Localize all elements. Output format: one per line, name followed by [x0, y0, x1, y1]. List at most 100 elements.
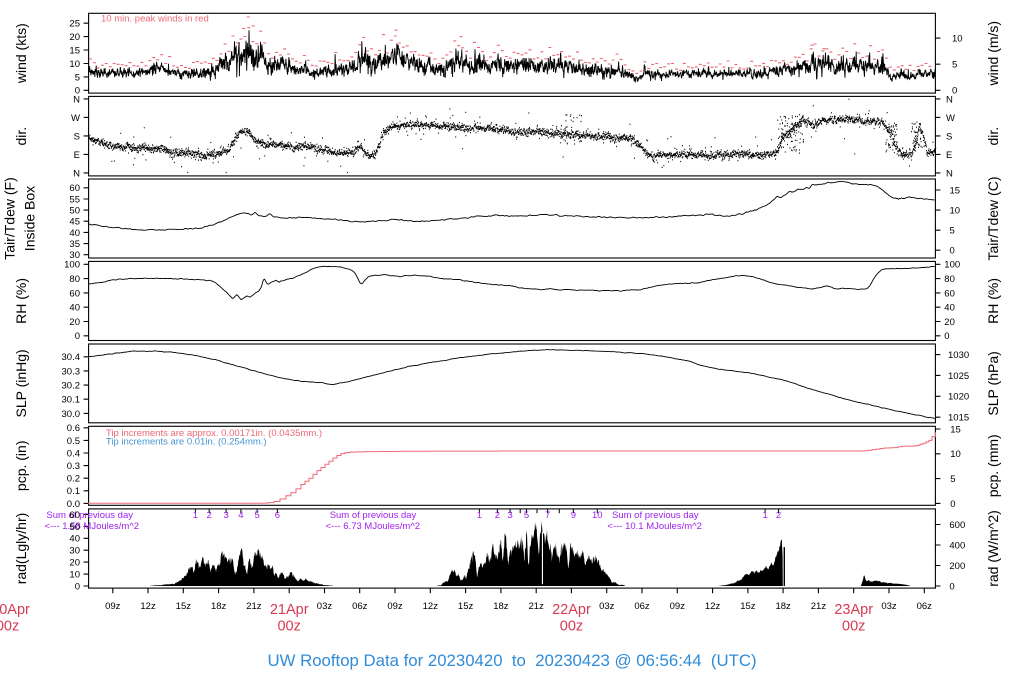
- svg-text:15z: 15z: [458, 601, 474, 612]
- svg-text:10: 10: [950, 206, 961, 217]
- svg-text:06z: 06z: [634, 601, 650, 612]
- svg-text:rad (W/m^2): rad (W/m^2): [985, 510, 1001, 587]
- svg-text:S: S: [946, 131, 952, 142]
- svg-text:0.2: 0.2: [67, 474, 80, 485]
- svg-text:1020: 1020: [948, 392, 969, 403]
- svg-text:wind (m/s): wind (m/s): [985, 21, 1001, 87]
- svg-text:Sum of previous day: Sum of previous day: [330, 510, 417, 521]
- svg-text:RH (%): RH (%): [13, 278, 29, 324]
- svg-text:W: W: [946, 113, 955, 124]
- svg-text:21z: 21z: [811, 601, 827, 612]
- svg-text:Tair/Tdew (C): Tair/Tdew (C): [985, 176, 1001, 260]
- svg-text:30.4: 30.4: [62, 352, 81, 363]
- svg-text:60: 60: [944, 288, 955, 299]
- svg-text:00z: 00z: [0, 619, 19, 635]
- svg-text:1025: 1025: [948, 371, 969, 382]
- svg-text:dir.: dir.: [13, 127, 29, 146]
- svg-text:30: 30: [69, 250, 80, 261]
- svg-text:20: 20: [69, 317, 80, 328]
- svg-text:55: 55: [69, 194, 80, 205]
- svg-text:<--- 6.73 MJoules/m^2: <--- 6.73 MJoules/m^2: [326, 521, 420, 532]
- svg-text:30.1: 30.1: [62, 395, 81, 406]
- svg-text:03z: 03z: [881, 601, 897, 612]
- svg-text:20: 20: [944, 317, 955, 328]
- svg-text:25: 25: [69, 19, 80, 30]
- svg-text:10: 10: [69, 59, 80, 70]
- svg-text:2: 2: [495, 510, 500, 521]
- svg-text:60: 60: [69, 288, 80, 299]
- svg-text:30.2: 30.2: [62, 381, 81, 392]
- svg-text:09z: 09z: [670, 601, 686, 612]
- svg-text:50: 50: [69, 206, 80, 217]
- svg-text:21z: 21z: [246, 601, 262, 612]
- svg-text:45: 45: [69, 217, 80, 228]
- svg-text:5: 5: [950, 226, 955, 237]
- svg-text:0.1: 0.1: [67, 486, 80, 497]
- svg-text:12z: 12z: [705, 601, 721, 612]
- svg-text:3: 3: [223, 510, 228, 521]
- svg-text:0.0: 0.0: [67, 499, 80, 510]
- svg-text:23Apr: 23Apr: [834, 602, 873, 618]
- svg-text:5: 5: [952, 60, 957, 71]
- svg-text:600: 600: [949, 520, 965, 531]
- svg-text:5: 5: [524, 510, 529, 521]
- svg-text:18z: 18z: [775, 601, 791, 612]
- svg-text:50: 50: [69, 522, 80, 533]
- svg-text:0: 0: [75, 331, 80, 342]
- svg-text:30.3: 30.3: [62, 366, 81, 377]
- svg-text:09z: 09z: [105, 601, 121, 612]
- svg-text:12z: 12z: [140, 601, 156, 612]
- svg-text:0.5: 0.5: [67, 436, 80, 447]
- svg-text:18z: 18z: [493, 601, 509, 612]
- svg-text:Tip increments are 0.01in. (0.: Tip increments are 0.01in. (0.254mm.): [106, 436, 267, 447]
- svg-text:30.0: 30.0: [62, 409, 81, 420]
- svg-text:pcp. (in): pcp. (in): [13, 441, 29, 492]
- svg-text:S: S: [74, 131, 80, 142]
- svg-text:80: 80: [944, 274, 955, 285]
- svg-text:Tair/Tdew (F): Tair/Tdew (F): [2, 177, 18, 259]
- svg-text:5: 5: [254, 510, 259, 521]
- svg-text:N: N: [946, 168, 953, 179]
- svg-text:1015: 1015: [948, 413, 969, 424]
- svg-text:0.6: 0.6: [67, 423, 80, 434]
- svg-text:Tip increments are approx. 0.0: Tip increments are approx. 0.00171in. (0…: [106, 428, 322, 439]
- svg-text:dir.: dir.: [985, 127, 1001, 146]
- svg-text:1030: 1030: [948, 350, 969, 361]
- svg-text:06z: 06z: [917, 601, 933, 612]
- svg-text:40: 40: [944, 303, 955, 314]
- svg-text:2: 2: [776, 510, 781, 521]
- svg-text:wind (kts): wind (kts): [13, 23, 29, 84]
- svg-text:100: 100: [64, 260, 80, 271]
- svg-text:rad(Lgly/hr): rad(Lgly/hr): [13, 513, 29, 585]
- svg-text:SLP (hPa): SLP (hPa): [985, 351, 1001, 415]
- svg-text:15z: 15z: [176, 601, 192, 612]
- svg-text:10: 10: [69, 570, 80, 581]
- svg-text:15: 15: [69, 45, 80, 56]
- svg-text:06z: 06z: [352, 601, 368, 612]
- svg-text:RH (%): RH (%): [985, 278, 1001, 324]
- svg-text:SLP (inHg): SLP (inHg): [13, 349, 29, 417]
- svg-text:80: 80: [69, 274, 80, 285]
- svg-text:60: 60: [69, 183, 80, 194]
- svg-text:20: 20: [69, 32, 80, 43]
- svg-text:21z: 21z: [529, 601, 545, 612]
- svg-text:60: 60: [69, 510, 80, 521]
- svg-text:0: 0: [949, 581, 954, 592]
- svg-text:Sum of previous day: Sum of previous day: [46, 510, 133, 521]
- svg-text:5: 5: [75, 72, 80, 83]
- svg-text:<--- 10.1 MJoules/m^2: <--- 10.1 MJoules/m^2: [607, 521, 701, 532]
- svg-text:21Apr: 21Apr: [270, 602, 309, 618]
- svg-text:18z: 18z: [211, 601, 227, 612]
- svg-text:<--- 1.58 MJoules/m^2: <--- 1.58 MJoules/m^2: [45, 521, 139, 532]
- svg-text:9: 9: [571, 510, 576, 521]
- svg-text:Sum of previous day: Sum of previous day: [612, 510, 699, 521]
- svg-text:03z: 03z: [317, 601, 333, 612]
- svg-text:N: N: [73, 94, 80, 105]
- svg-text:E: E: [946, 150, 952, 161]
- svg-text:30: 30: [69, 546, 80, 557]
- svg-text:09z: 09z: [387, 601, 403, 612]
- svg-text:10: 10: [592, 510, 603, 521]
- svg-text:W: W: [71, 113, 80, 124]
- svg-text:0: 0: [950, 499, 955, 510]
- svg-text:40: 40: [69, 303, 80, 314]
